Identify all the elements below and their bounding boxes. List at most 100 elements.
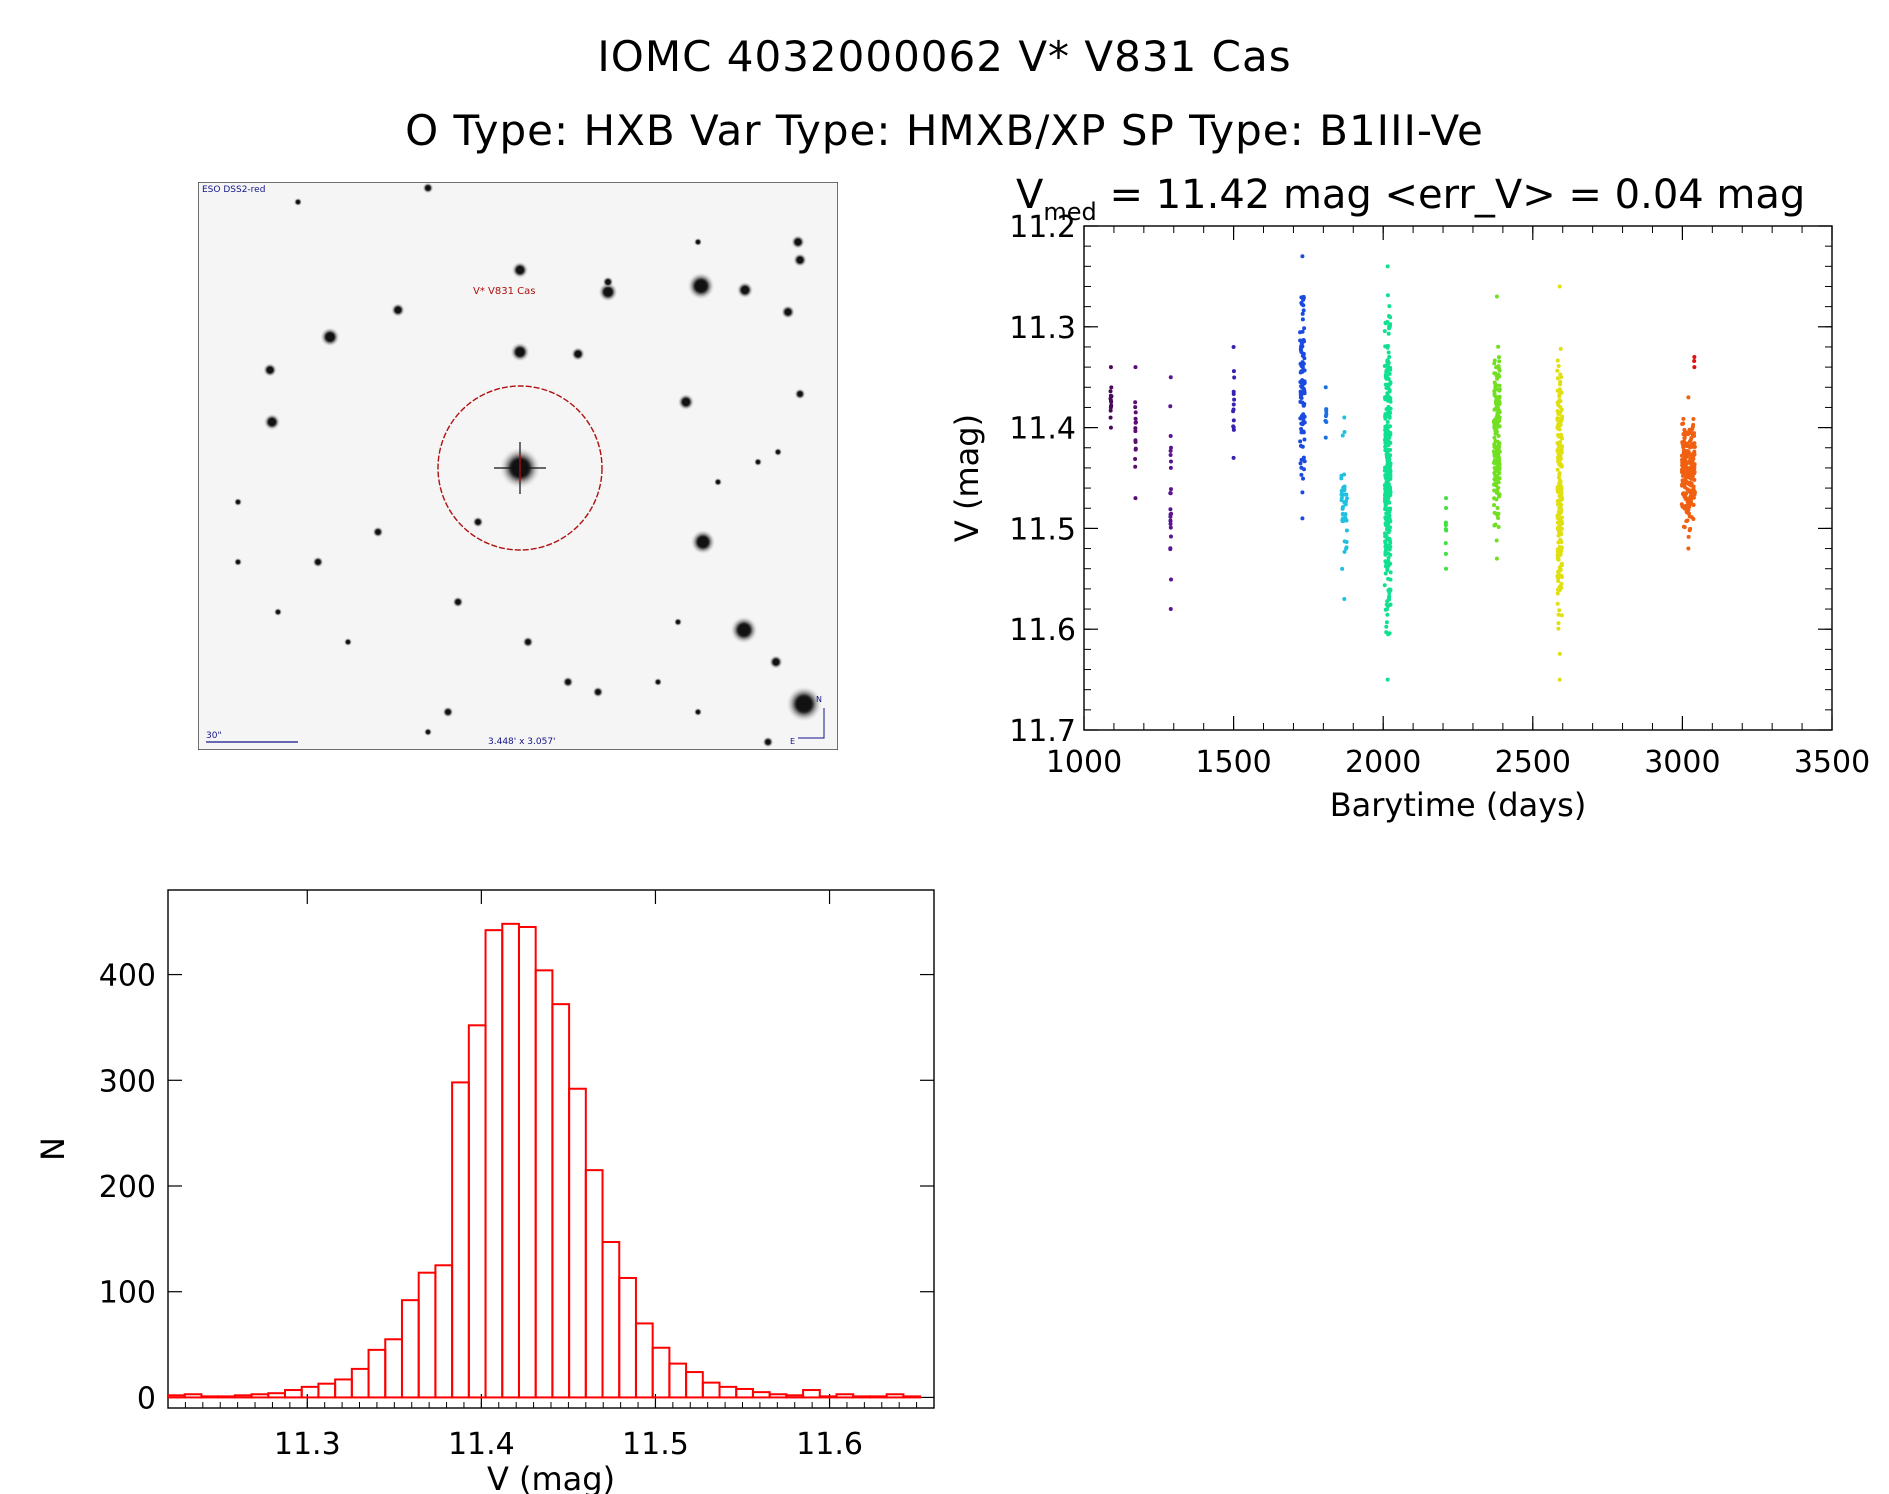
lc-point xyxy=(1497,459,1502,464)
lc-point xyxy=(1298,399,1303,404)
lc-point xyxy=(1344,492,1349,497)
hist-bar xyxy=(668,1362,688,1399)
lc-point xyxy=(1557,515,1562,520)
lc-point xyxy=(1556,540,1561,545)
lc-point xyxy=(1557,651,1562,656)
lc-point xyxy=(1383,438,1388,443)
lc-point xyxy=(1386,443,1391,448)
lc-point xyxy=(1383,501,1388,506)
lc-point xyxy=(1692,477,1697,482)
lc-point xyxy=(1496,469,1501,474)
lc-point xyxy=(1384,431,1389,436)
lc-point xyxy=(1386,456,1391,461)
lc-point xyxy=(1341,485,1346,490)
lc-xtick-label: 1500 xyxy=(1195,745,1271,780)
lc-point xyxy=(1386,551,1391,556)
lc-point xyxy=(1691,451,1696,456)
lc-point xyxy=(1301,308,1306,313)
lc-point xyxy=(1301,403,1306,408)
lc-point xyxy=(1386,468,1391,473)
lc-point xyxy=(1387,465,1392,470)
finder-star-core xyxy=(595,689,601,695)
hist-ytick-label: 400 xyxy=(99,959,156,994)
lc-point xyxy=(1384,543,1389,548)
lc-point xyxy=(1558,451,1563,456)
lc-point xyxy=(1558,382,1563,387)
lc-point xyxy=(1492,503,1497,508)
hist-bar xyxy=(300,1385,320,1399)
lc-point xyxy=(1298,370,1303,375)
lc-point xyxy=(1342,472,1347,477)
lc-point xyxy=(1382,583,1387,588)
finder-star-core xyxy=(696,710,700,714)
lc-point xyxy=(1556,475,1561,480)
lc-point xyxy=(1691,495,1696,500)
lc-point xyxy=(1497,456,1502,461)
lc-point xyxy=(1388,506,1393,511)
lc-point xyxy=(1556,621,1561,626)
lc-point xyxy=(1691,416,1696,421)
lc-point xyxy=(1556,447,1561,452)
lc-point xyxy=(1341,492,1346,497)
lc-point xyxy=(1383,465,1388,470)
lc-point xyxy=(1385,462,1390,467)
lc-point xyxy=(1690,474,1695,479)
lc-point xyxy=(1679,453,1684,458)
lc-point xyxy=(1494,402,1499,407)
lc-point xyxy=(1385,599,1390,604)
lc-point xyxy=(1558,506,1563,511)
lc-point xyxy=(1387,435,1392,440)
lc-point xyxy=(1298,416,1303,421)
lc-xtick-label: 3500 xyxy=(1794,745,1870,780)
lc-point xyxy=(1387,513,1392,518)
lc-point xyxy=(1383,448,1388,453)
lc-point xyxy=(1683,454,1688,459)
lc-point xyxy=(1300,360,1305,365)
lc-point xyxy=(1555,376,1560,381)
lc-point xyxy=(1384,527,1389,532)
lc-point xyxy=(1387,371,1392,376)
lc-point xyxy=(1301,351,1306,356)
lc-point xyxy=(1680,473,1685,478)
lc-point xyxy=(1493,385,1498,390)
lc-point xyxy=(1558,567,1563,572)
lc-point xyxy=(1559,419,1564,424)
lc-point xyxy=(1493,445,1498,450)
hist-bar xyxy=(601,1241,621,1399)
lc-point xyxy=(1300,369,1305,374)
lc-point xyxy=(1683,459,1688,464)
lc-point xyxy=(1557,484,1562,489)
lc-point xyxy=(1301,402,1306,407)
lc-point xyxy=(1339,473,1344,478)
lc-point xyxy=(1388,552,1393,557)
lc-point xyxy=(1388,381,1393,386)
lc-point xyxy=(1108,398,1113,403)
lc-point xyxy=(1685,503,1690,508)
lc-point xyxy=(1687,489,1692,494)
lc-point xyxy=(1682,460,1687,465)
lc-point xyxy=(1388,539,1393,544)
lc-point xyxy=(1387,547,1392,552)
lc-point xyxy=(1387,415,1392,420)
lc-point xyxy=(1691,502,1696,507)
lc-point xyxy=(1684,472,1689,477)
lc-point xyxy=(1383,414,1388,419)
lc-point xyxy=(1558,484,1563,489)
lc-point xyxy=(1301,467,1306,472)
lc-point xyxy=(1556,533,1561,538)
hist-bar xyxy=(835,1393,855,1399)
lc-point xyxy=(1681,440,1686,445)
lc-point xyxy=(1108,405,1113,410)
lc-point xyxy=(1386,361,1391,366)
lc-point xyxy=(1387,453,1392,458)
lc-point xyxy=(1385,419,1390,424)
hist-xtick-label: 11.5 xyxy=(622,1427,689,1462)
lc-point xyxy=(1386,470,1391,475)
lc-point xyxy=(1133,416,1138,421)
lc-point xyxy=(1344,545,1349,550)
lc-point xyxy=(1298,380,1303,385)
lc-point xyxy=(1683,493,1688,498)
lc-point xyxy=(1556,500,1561,505)
hist-bar xyxy=(634,1322,654,1399)
lc-point xyxy=(1686,460,1691,465)
